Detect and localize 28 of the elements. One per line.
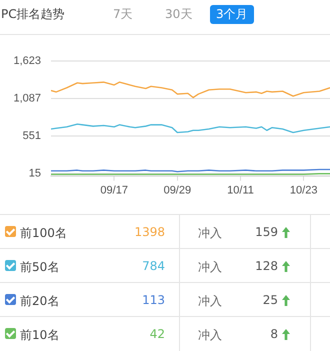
text: 3个月 xyxy=(210,5,254,24)
text: 8 xyxy=(270,327,278,341)
text: 113 xyxy=(142,293,165,307)
x-tick-label: 10/23 xyxy=(290,184,318,196)
text: 冲入 xyxy=(198,293,222,310)
y-tick-label: 551 xyxy=(22,130,41,142)
text: 冲入 xyxy=(198,259,222,276)
x-tick-label: 10/11 xyxy=(227,184,254,196)
legend-label: 前10名 xyxy=(20,327,60,344)
text: 784 xyxy=(142,259,165,273)
y-tick-label: 1,087 xyxy=(13,92,41,104)
text: 30天 xyxy=(165,6,192,23)
y-tick-label: 1,623 xyxy=(13,55,41,68)
text: 42 xyxy=(150,327,165,341)
text: 159 xyxy=(255,225,278,239)
text: 25 xyxy=(262,293,278,307)
text: 冲入 xyxy=(198,225,222,242)
text: 1398 xyxy=(134,225,165,239)
legend-label: 前20名 xyxy=(20,293,60,310)
y-tick-label: 15 xyxy=(28,167,41,180)
legend-label: 前100名 xyxy=(20,225,67,242)
legend-label: 前50名 xyxy=(20,259,60,276)
x-tick-label: 09/17 xyxy=(100,184,128,196)
x-tick-label: 09/29 xyxy=(164,184,192,196)
text: 128 xyxy=(255,259,278,273)
text: 冲入 xyxy=(198,327,222,344)
text: 7天 xyxy=(113,6,133,23)
chart-title: PC排名趋势 xyxy=(1,6,65,23)
